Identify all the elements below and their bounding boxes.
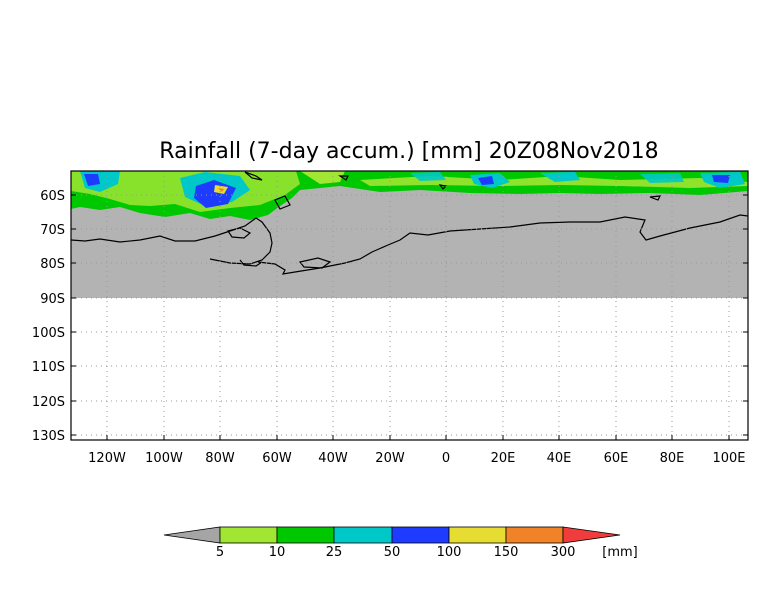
- lat-label: 130S: [32, 429, 65, 444]
- colorbar-label: 25: [326, 545, 343, 560]
- colorbar-high-triangle: [563, 527, 620, 543]
- map-title: Rainfall (7-day accum.) [mm] 20Z08Nov201…: [159, 139, 658, 164]
- lon-label: 60E: [604, 451, 629, 466]
- lon-label: 80E: [660, 451, 685, 466]
- lon-label: 40W: [318, 451, 348, 466]
- lon-label: 0: [442, 451, 450, 466]
- lat-label: 110S: [32, 360, 65, 375]
- colorbar-low-triangle: [164, 527, 220, 543]
- lat-label: 80S: [40, 257, 65, 272]
- colorbar-swatch: [334, 527, 392, 543]
- lat-label: 100S: [32, 326, 65, 341]
- lat-label: 70S: [40, 223, 65, 238]
- lat-tick-labels: 60S 70S 80S 90S 100S 110S 120S 130S: [32, 189, 65, 444]
- colorbar-label: 5: [216, 545, 224, 560]
- colorbar-swatch: [392, 527, 449, 543]
- colorbar-label: 300: [551, 545, 576, 560]
- colorbar-label: 100: [437, 545, 462, 560]
- colorbar: 5 10 25 50 100 150 300 [mm]: [164, 527, 638, 560]
- colorbar-label: 50: [384, 545, 401, 560]
- lon-label: 20W: [375, 451, 405, 466]
- lon-label: 80W: [205, 451, 235, 466]
- lat-label: 90S: [40, 292, 65, 307]
- colorbar-label: 10: [269, 545, 286, 560]
- colorbar-unit: [mm]: [602, 545, 637, 560]
- colorbar-swatch: [449, 527, 506, 543]
- lat-label: 120S: [32, 395, 65, 410]
- colorbar-swatch: [277, 527, 334, 543]
- lon-tick-labels: 120W 100W 80W 60W 40W 20W 0 20E 40E 60E …: [88, 451, 745, 466]
- lon-label: 120W: [88, 451, 126, 466]
- lon-label: 100W: [145, 451, 183, 466]
- colorbar-label: 150: [494, 545, 519, 560]
- colorbar-swatch: [220, 527, 277, 543]
- lon-label: 100E: [712, 451, 745, 466]
- lon-label: 20E: [491, 451, 516, 466]
- lon-label: 60W: [262, 451, 292, 466]
- lat-label: 60S: [40, 189, 65, 204]
- lon-label: 40E: [547, 451, 572, 466]
- colorbar-swatch: [506, 527, 563, 543]
